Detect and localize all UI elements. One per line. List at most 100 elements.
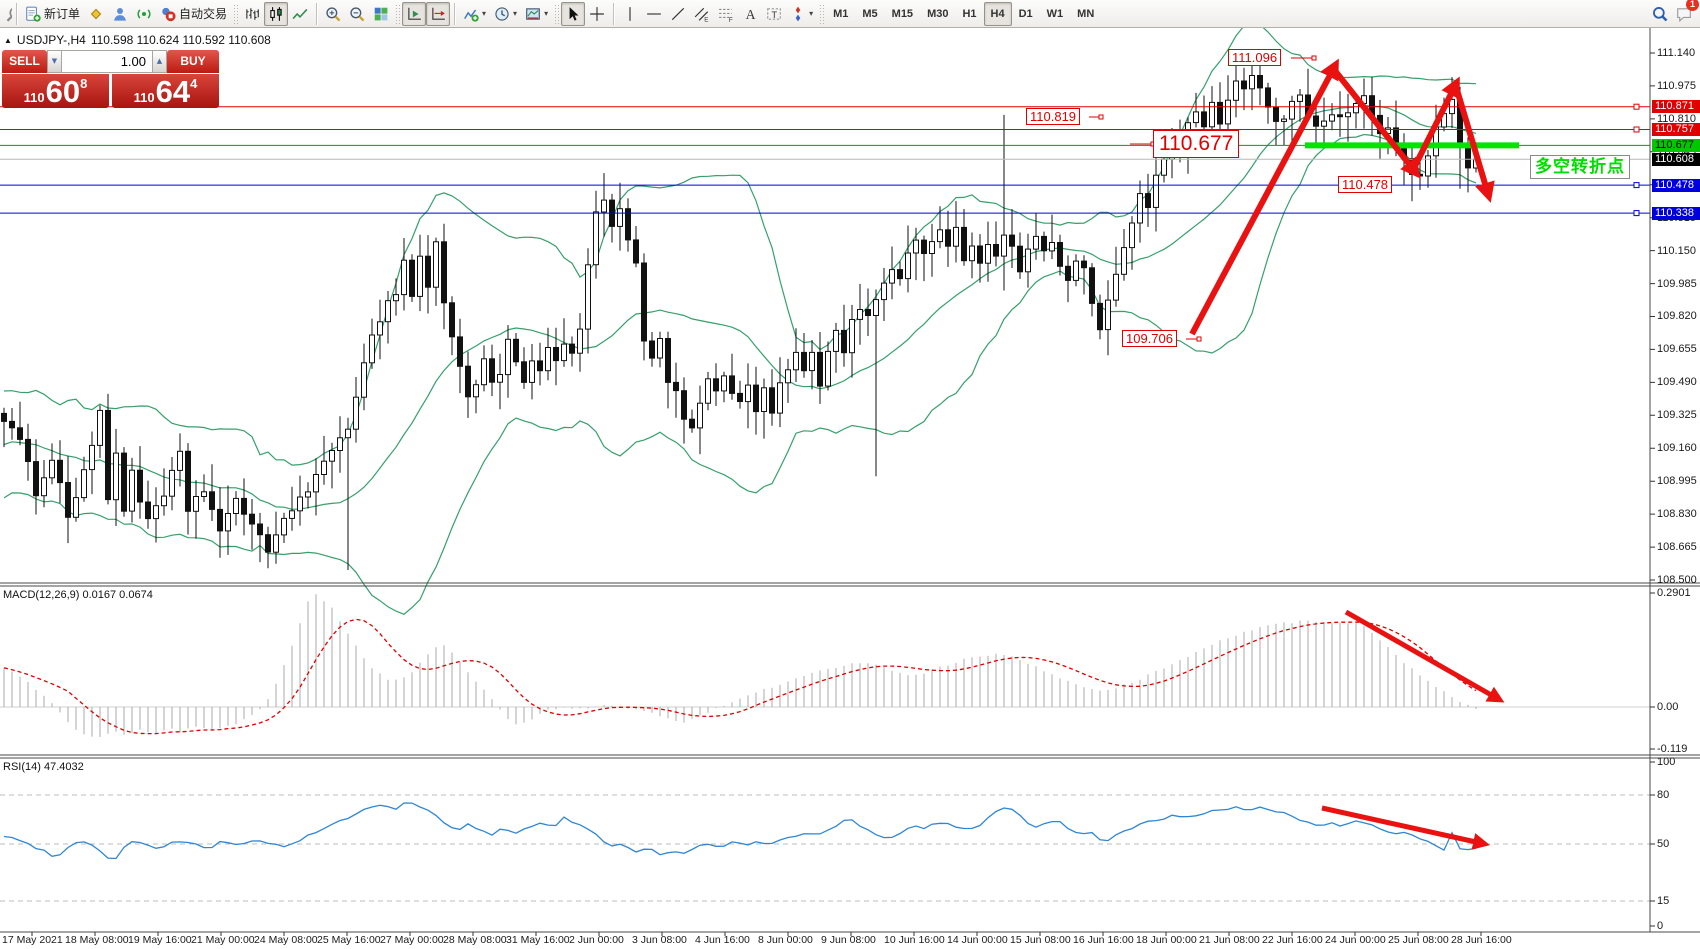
volume-decrease-button[interactable]: ▼ bbox=[47, 50, 62, 73]
toolbar-grip bbox=[819, 3, 825, 24]
trendline-button[interactable] bbox=[666, 2, 690, 26]
sell-button[interactable]: SELL bbox=[2, 50, 47, 73]
expand-triangle-icon[interactable]: ▲ bbox=[4, 35, 12, 45]
macd-signal-line bbox=[3, 618, 1477, 735]
sell-price-point: 8 bbox=[80, 76, 88, 91]
symbol-ohlc: 110.598 110.624 110.592 110.608 bbox=[90, 33, 271, 47]
community-button[interactable] bbox=[108, 2, 132, 26]
sell-price-button[interactable]: 110 60 8 bbox=[2, 74, 109, 108]
signals-button[interactable] bbox=[132, 2, 156, 26]
bar-chart-button[interactable] bbox=[240, 2, 264, 26]
toolbar-grip bbox=[554, 3, 560, 24]
timeframe-m1-button[interactable]: M1 bbox=[826, 2, 855, 26]
volume-input[interactable] bbox=[62, 50, 152, 73]
notification-badge: 1 bbox=[1686, 0, 1699, 11]
trend-arrow-macd[interactable] bbox=[1344, 609, 1505, 703]
annotation-handle bbox=[1098, 114, 1104, 120]
auto-scroll-button[interactable] bbox=[402, 1, 427, 26]
buy-button[interactable]: BUY bbox=[167, 50, 219, 73]
buy-price-point: 4 bbox=[190, 76, 198, 91]
timeframe-mn-button[interactable]: MN bbox=[1070, 2, 1101, 26]
trend-arrow-main[interactable] bbox=[1189, 58, 1339, 336]
bollinger-bands bbox=[3, 18, 1477, 615]
toolbar-separator bbox=[454, 2, 456, 25]
cursor-icon bbox=[569, 6, 579, 21]
sell-price-big-figure: 110 bbox=[23, 90, 45, 105]
annotation-handle bbox=[1196, 336, 1202, 342]
tile-windows-button[interactable] bbox=[369, 2, 393, 26]
zoom-in-button[interactable] bbox=[321, 2, 345, 26]
timeframe-h1-button[interactable]: H1 bbox=[955, 2, 983, 26]
line-chart-button[interactable] bbox=[288, 2, 312, 26]
svg-text:A: A bbox=[746, 7, 756, 22]
autoscroll-icon bbox=[408, 7, 421, 20]
buy-price-big-figure: 110 bbox=[133, 90, 155, 105]
svg-text:T: T bbox=[772, 10, 778, 20]
timeframe-w1-button[interactable]: W1 bbox=[1040, 2, 1071, 26]
labelT-icon: T bbox=[767, 7, 781, 20]
annotation-handle bbox=[1150, 141, 1156, 147]
volume-increase-button[interactable]: ▲ bbox=[152, 50, 167, 73]
line-handle[interactable] bbox=[1633, 182, 1640, 189]
periods-button[interactable]: ▾ bbox=[490, 2, 521, 26]
fibonacci-button[interactable]: F bbox=[714, 2, 738, 26]
label-button[interactable]: T bbox=[762, 2, 786, 26]
market-icon-button[interactable] bbox=[84, 2, 108, 26]
magminus-icon bbox=[350, 6, 365, 21]
autotrading-button-label: 自动交易 bbox=[179, 7, 228, 21]
autotrading-button[interactable]: 自动交易 bbox=[156, 2, 231, 26]
dropdown-arrow-icon: ▾ bbox=[544, 9, 549, 18]
timeframe-m5-button[interactable]: M5 bbox=[855, 2, 884, 26]
clock-icon bbox=[495, 6, 509, 21]
docplus-icon bbox=[26, 6, 41, 22]
chartshift-icon bbox=[432, 7, 445, 20]
hline-icon bbox=[647, 12, 661, 15]
timeframe-m15-button[interactable]: M15 bbox=[885, 2, 920, 26]
edge-clipped-icon[interactable] bbox=[0, 2, 12, 26]
buy-price-pips: 64 bbox=[155, 74, 191, 109]
search-icon bbox=[1653, 6, 1668, 21]
toolbar-separator bbox=[16, 2, 17, 25]
channel-button[interactable]: E bbox=[690, 2, 714, 26]
new-order-button-label: 新订单 bbox=[44, 7, 81, 21]
cursor-button[interactable] bbox=[561, 1, 586, 26]
fibo-icon: F bbox=[719, 8, 733, 22]
chat-button[interactable]: 1 bbox=[1672, 0, 1699, 26]
person-icon bbox=[114, 7, 126, 21]
new-order-button[interactable]: 新订单 bbox=[21, 2, 84, 26]
candlestick-chart-button[interactable] bbox=[264, 1, 289, 26]
crosshair-button[interactable] bbox=[585, 2, 609, 26]
timeframe-d1-button[interactable]: D1 bbox=[1012, 2, 1040, 26]
dropdown-arrow-icon: ▾ bbox=[482, 9, 487, 18]
indicators-icon bbox=[464, 9, 479, 22]
arrows-button[interactable]: ▾ bbox=[786, 2, 817, 26]
trend-arrow-rsi[interactable] bbox=[1321, 805, 1490, 850]
template-icon bbox=[526, 7, 540, 20]
trend-arrow-main[interactable] bbox=[1410, 76, 1460, 172]
horizontal-line-button[interactable] bbox=[642, 2, 666, 26]
trend-arrow-main[interactable] bbox=[1454, 89, 1495, 203]
templates-button[interactable]: ▾ bbox=[521, 2, 552, 26]
svg-text:F: F bbox=[729, 16, 733, 21]
toolbar-separator bbox=[316, 2, 318, 25]
trend-arrow-main[interactable] bbox=[1333, 70, 1421, 179]
indicators-button[interactable]: ▾ bbox=[459, 2, 490, 26]
buy-price-button[interactable]: 110 64 4 bbox=[112, 74, 219, 108]
line-handle[interactable] bbox=[1633, 126, 1640, 133]
vertical-line-button[interactable] bbox=[618, 2, 642, 26]
timeframe-h4-button[interactable]: H4 bbox=[983, 1, 1012, 26]
chart-shift-button[interactable] bbox=[426, 1, 451, 26]
symbol-info-line: ▲ USDJPY-,H4 110.598 110.624 110.592 110… bbox=[4, 33, 271, 47]
timeframe-m30-button[interactable]: M30 bbox=[920, 2, 955, 26]
toolbar-separator bbox=[613, 2, 615, 25]
channel-icon: E bbox=[694, 7, 709, 22]
search-button[interactable] bbox=[1648, 2, 1672, 26]
text-button[interactable]: A bbox=[738, 2, 762, 26]
line-handle[interactable] bbox=[1633, 210, 1640, 217]
toolbar-grip bbox=[233, 3, 239, 24]
zoom-out-button[interactable] bbox=[345, 2, 369, 26]
bars-icon bbox=[246, 7, 259, 20]
line-handle[interactable] bbox=[1633, 103, 1640, 110]
rsi-line bbox=[3, 802, 1477, 860]
